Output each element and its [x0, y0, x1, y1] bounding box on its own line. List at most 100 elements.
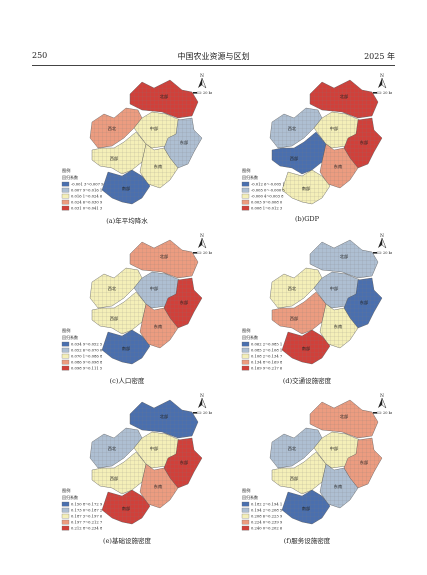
grid-cells: [164, 118, 202, 168]
region-label: 南部: [122, 345, 130, 352]
legend-range: 0.007 9~0.016 1: [71, 189, 102, 193]
grid-cells: [282, 170, 330, 204]
header-rule: [32, 65, 395, 66]
north-label: N: [380, 393, 384, 399]
legend-range: -0.005 0~-0.000 5: [251, 189, 285, 193]
region-label: 西部: [290, 475, 298, 482]
north-label: N: [200, 393, 204, 399]
legend-swatch: [61, 199, 70, 205]
north-label: N: [200, 233, 204, 239]
scale-label: 20 km: [383, 91, 392, 95]
region-label: 东南: [334, 483, 342, 489]
scale-label: 20 km: [383, 251, 392, 255]
region-label: 北部: [160, 413, 168, 420]
legend-range: -0.012 6~-0.005 1: [251, 183, 285, 187]
region-label: 南部: [122, 505, 130, 512]
legend-title: 图例: [62, 167, 70, 174]
page-year: 2025 年: [364, 52, 395, 61]
legend-swatch: [61, 347, 70, 353]
region-label: 西部: [290, 155, 298, 162]
grid-cells: [270, 108, 322, 148]
legend-range: 0.034 9~0.052 5: [71, 343, 103, 347]
scale-label: 20 km: [203, 411, 212, 415]
legend-range: 0.070 1~0.086 8: [71, 355, 103, 359]
region-label: 西部: [110, 475, 118, 482]
region-label: 西北: [288, 125, 297, 132]
scale-bar: 20 km: [193, 411, 212, 415]
region-label: 西部: [110, 315, 118, 322]
grid-cells: [130, 240, 198, 278]
region-label: 东南: [334, 163, 342, 169]
legend-range: 0.098 9~0.111 5: [71, 367, 103, 371]
region-label: 南部: [122, 185, 130, 192]
grid-cells: [282, 330, 330, 364]
legend-swatch: [241, 199, 250, 205]
region-label: 西部: [290, 315, 298, 322]
region-label: 中部: [330, 445, 338, 452]
grid-cells: [130, 400, 198, 438]
region-label: 北部: [160, 253, 168, 260]
panel-caption: (b)GDP: [294, 215, 319, 223]
grid-cells: [344, 118, 382, 168]
grid-cells: [344, 438, 382, 488]
legend-range: 0.031 0~0.041 3: [71, 207, 103, 211]
north-arrow-icon: N: [198, 393, 207, 409]
legend-range: 0.240 0~0.202 6: [251, 527, 283, 531]
region-label: 西北: [108, 285, 117, 292]
legend-swatch: [61, 181, 70, 187]
scale-bar: 20 km: [373, 411, 392, 415]
legend-range: 0.062 2~0.085 1: [251, 343, 282, 347]
legend-range: 0.086 9~0.098 8: [71, 361, 103, 365]
region-label: 西部: [110, 155, 118, 162]
legend-range: 0.169 9~0.217 6: [251, 367, 283, 371]
legend-subtitle: 回归系数: [62, 174, 78, 180]
grid-cells: [272, 132, 326, 174]
region-label: 西北: [108, 445, 117, 452]
region-label: 东部: [180, 299, 188, 306]
page-header: 250 中国农业资源与区划 2025 年: [32, 51, 395, 63]
grid-cells: [140, 144, 178, 188]
legend-swatch: [61, 193, 70, 199]
grid-cells: [130, 80, 198, 118]
grid-cells: [164, 438, 202, 488]
legend-swatch: [241, 187, 250, 193]
grid-cells: [140, 304, 178, 348]
legend-range: 0.212 8~0.234 8: [71, 527, 103, 531]
legend-range: 0.224 0~0.239 9: [251, 521, 283, 525]
region-label: 东部: [180, 459, 188, 466]
legend-swatch: [61, 205, 70, 211]
grid-cells: [272, 452, 326, 494]
legend-swatch: [241, 205, 250, 211]
legend-title: 图例: [242, 327, 250, 334]
legend-swatch: [241, 341, 250, 347]
region-label: 中部: [330, 125, 338, 132]
legend-range: 0.208 6~0.223 9: [251, 515, 283, 519]
north-arrow-icon: N: [378, 73, 387, 89]
journal-title: 中国农业资源与区划: [177, 52, 250, 61]
scale-label: 20 km: [203, 251, 212, 255]
legend-range: 0.008 1~0.012 3: [251, 207, 283, 211]
legend-swatch: [61, 341, 70, 347]
legend-subtitle: 回归系数: [242, 494, 258, 500]
legend-swatch: [241, 181, 250, 187]
scale-bar: 20 km: [193, 251, 212, 255]
grid-cells: [92, 292, 146, 334]
legend-swatch: [241, 501, 250, 507]
legend-swatch: [241, 365, 250, 371]
legend-swatch: [241, 525, 250, 531]
grid-cells: [90, 428, 142, 468]
legend-swatch: [61, 187, 70, 193]
legend-subtitle: 回归系数: [242, 174, 258, 180]
legend-swatch: [241, 359, 250, 365]
region-label: 北部: [160, 93, 168, 100]
